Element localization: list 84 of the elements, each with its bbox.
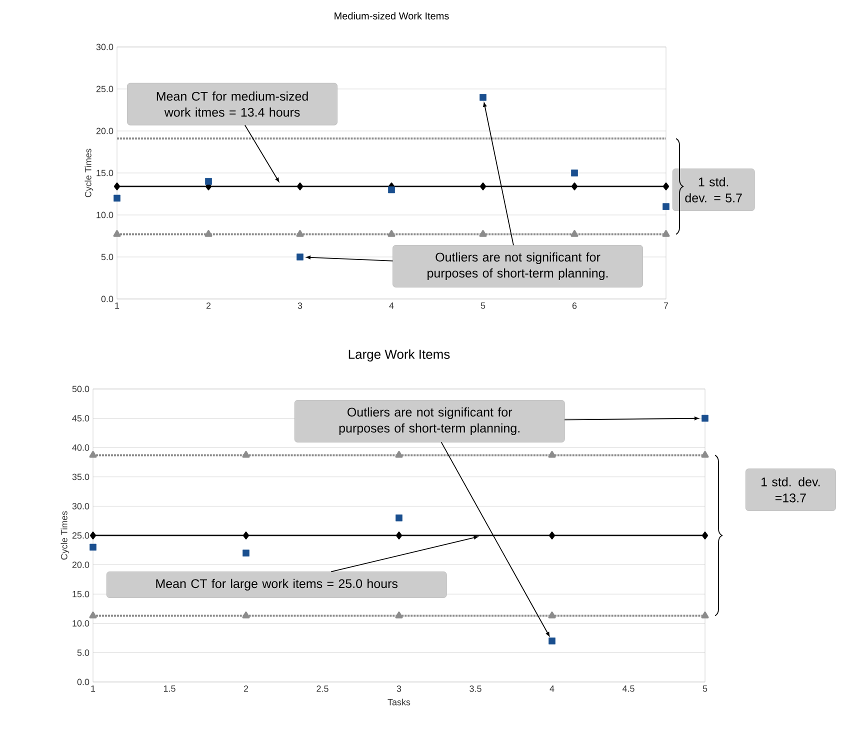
annotation: Outliers are not significant for purposes of short-term planning. [339, 407, 520, 436]
point [662, 203, 670, 210]
point [242, 451, 250, 458]
y-tick-label: 40.0 [72, 444, 90, 451]
y-tick-label: 5.0 [77, 650, 90, 656]
y-tick-label: 10.0 [72, 620, 90, 627]
chart-title: Medium-sized Work Items [334, 12, 449, 20]
y-tick-label: 0.0 [101, 296, 114, 302]
x-tick-label: 3 [396, 686, 402, 692]
y-tick-label: 0.0 [77, 678, 90, 686]
point [662, 230, 670, 237]
point [242, 532, 250, 540]
point [480, 94, 486, 101]
y-tick-label: 5.0 [101, 254, 114, 260]
point [480, 182, 486, 190]
point [571, 170, 578, 176]
point [90, 544, 96, 551]
y-tick-label: 20.0 [96, 128, 114, 134]
point [396, 532, 402, 540]
annotation: Mean CT for large work items = 25.0 hours [156, 578, 398, 591]
y-tick-label: 15.0 [96, 170, 114, 176]
y-tick-label: 35.0 [72, 474, 90, 480]
point [395, 451, 403, 458]
point [388, 230, 396, 237]
x-tick-label: 2 [206, 302, 211, 309]
point [479, 230, 487, 237]
x-tick-label: 3 [298, 302, 302, 309]
y-tick-label: 45.0 [72, 415, 90, 422]
point [296, 182, 304, 190]
point [395, 612, 403, 618]
point [296, 230, 304, 237]
x-tick-label: 2.5 [316, 686, 328, 692]
point [242, 612, 250, 618]
chart-title: Large Work Items [348, 349, 450, 362]
x-tick-label: 5 [702, 686, 708, 692]
point [548, 612, 556, 618]
y-tick-label: 25.0 [96, 86, 114, 92]
y-tick-label: 15.0 [72, 590, 90, 598]
text: 1 std. dev. = 5.7 [685, 177, 742, 202]
x-tick-label: 4 [389, 302, 394, 309]
point [548, 638, 556, 644]
point [296, 254, 304, 260]
point [702, 532, 708, 540]
x-tick-label: 4 [550, 686, 554, 692]
point [548, 532, 556, 540]
point [242, 550, 250, 556]
point [204, 230, 212, 237]
y-tick-label: 30.0 [96, 44, 114, 50]
annotation: Mean CT for medium-sized work itmes = 13.4 hours [156, 92, 308, 117]
x-tick-label: 7 [664, 302, 668, 309]
point [114, 194, 120, 202]
x-tick-label: 1 [115, 302, 120, 309]
x-tick-label: 2 [244, 686, 248, 692]
point [548, 451, 556, 458]
point [114, 182, 120, 190]
point [90, 532, 96, 540]
y-tick-label: 10.0 [96, 212, 114, 218]
point [570, 230, 578, 237]
point [89, 451, 97, 458]
y-axis-title: Cycle Times [84, 148, 94, 198]
point [702, 414, 708, 422]
annotation: Outliers are not significant for purposes of short-term planning. [428, 252, 608, 280]
point [396, 514, 402, 522]
point [571, 182, 578, 190]
x-tick-label: 4.5 [622, 686, 634, 692]
x-tick-label: 3.5 [470, 686, 482, 692]
point [701, 612, 709, 618]
y-tick-label: 20.0 [72, 562, 90, 568]
y-axis-title: Cycle Times [60, 511, 70, 560]
point [205, 178, 212, 185]
point [113, 230, 121, 237]
x-tick-label: 1 [91, 686, 96, 692]
point [388, 186, 395, 194]
x-axis-title: Tasks [388, 698, 410, 706]
x-tick-label: 1.5 [164, 686, 176, 692]
y-tick-label: 50.0 [72, 386, 90, 392]
text: 1 std. dev. =13.7 [762, 477, 820, 502]
y-tick-label: 25.0 [72, 532, 90, 539]
x-tick-label: 6 [572, 302, 577, 309]
y-tick-label: 30.0 [72, 503, 90, 510]
point [662, 182, 670, 190]
point [89, 612, 97, 618]
point [701, 451, 709, 458]
x-tick-label: 5 [480, 302, 486, 309]
